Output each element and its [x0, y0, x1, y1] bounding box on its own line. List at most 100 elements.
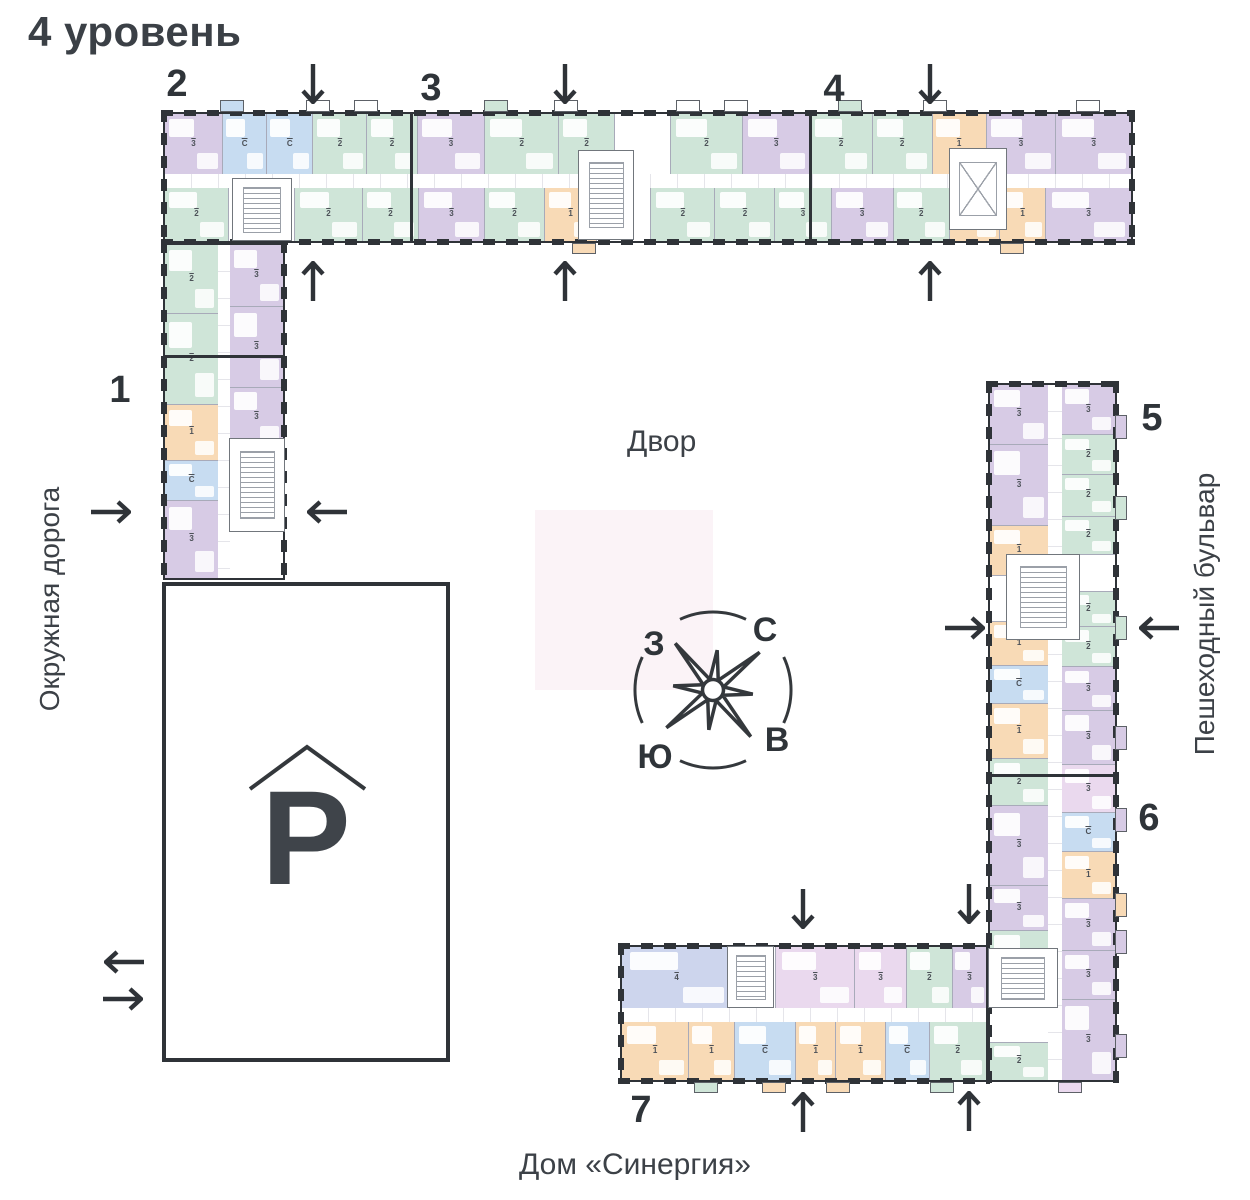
- apartment-unit[interactable]: 2: [670, 114, 742, 175]
- unit-rooms-label: 3: [878, 972, 883, 982]
- apartment-unit[interactable]: 3: [1061, 666, 1115, 710]
- apartment-unit[interactable]: [614, 114, 671, 175]
- apartment-unit[interactable]: 2: [809, 114, 872, 175]
- entrance-arrow-down-icon: [790, 887, 816, 931]
- apartment-unit[interactable]: С: [884, 1021, 929, 1080]
- apartment-unit[interactable]: 3: [1061, 998, 1115, 1081]
- apartment-unit[interactable]: С: [733, 1021, 796, 1080]
- unit-rooms-label: 4: [674, 972, 679, 982]
- apartment-unit[interactable]: 3: [854, 947, 906, 1009]
- apartment-unit[interactable]: 3: [165, 499, 219, 578]
- apartment-unit[interactable]: 2: [361, 187, 419, 241]
- apartment-unit[interactable]: 3: [775, 947, 855, 1009]
- apartment-unit[interactable]: 3: [1055, 114, 1132, 175]
- apartment-unit[interactable]: 3: [990, 385, 1049, 444]
- apartment-unit[interactable]: 3: [229, 245, 284, 306]
- balcony: [1115, 893, 1127, 917]
- unit-rooms-label: 2: [389, 139, 395, 149]
- balcony: [220, 100, 244, 112]
- apartment-unit[interactable]: С: [1061, 812, 1115, 851]
- apartment-unit[interactable]: 3: [1061, 709, 1115, 764]
- apartment-unit[interactable]: 3: [990, 805, 1049, 885]
- street-label-left: Окружная дорога: [34, 486, 65, 712]
- apartment-unit[interactable]: 1: [622, 1021, 689, 1080]
- parking-letter: P: [261, 764, 351, 913]
- apartment-unit[interactable]: 3: [990, 884, 1049, 931]
- apartment-unit[interactable]: 2: [905, 947, 952, 1009]
- unit-rooms-label: 2: [927, 972, 932, 982]
- unit-rooms-label: 1: [956, 139, 962, 149]
- unit-rooms-label: С: [1016, 679, 1022, 689]
- apartment-unit[interactable]: 2: [871, 114, 932, 175]
- apartment-unit[interactable]: 2: [714, 187, 775, 241]
- apartment-unit[interactable]: 3: [830, 187, 893, 241]
- apartment-unit[interactable]: С: [221, 114, 267, 175]
- apartment-unit[interactable]: 1: [688, 1021, 734, 1080]
- apartment-unit[interactable]: 1: [1061, 850, 1115, 899]
- unit-rooms-label: 3: [967, 972, 972, 982]
- entrance-arrow-down-icon: [300, 62, 326, 106]
- apartment-unit[interactable]: 3: [990, 443, 1049, 525]
- apartment-unit[interactable]: 3: [951, 947, 987, 1009]
- apartment-unit[interactable]: С: [266, 114, 313, 175]
- unit-rooms-label: 3: [449, 209, 454, 219]
- apartment-unit[interactable]: 3: [774, 187, 831, 241]
- apartment-unit[interactable]: 2: [366, 114, 417, 175]
- apartment-row: 1 1 С 1 1 С 2: [622, 1021, 986, 1080]
- apartment-unit[interactable]: 3: [1061, 763, 1115, 813]
- section-number-2: 2: [166, 63, 188, 105]
- unit-rooms-label: 3: [1086, 783, 1091, 793]
- apartment-unit[interactable]: 2: [650, 187, 715, 241]
- apartment-unit[interactable]: 1: [165, 404, 219, 460]
- apartment-unit[interactable]: 1: [795, 1021, 836, 1080]
- unit-rooms-label: 3: [448, 139, 454, 149]
- apartment-unit[interactable]: 3: [1045, 187, 1131, 241]
- unit-rooms-label: 2: [388, 209, 393, 219]
- apartment-unit[interactable]: 3: [416, 114, 485, 175]
- apartment-unit[interactable]: 2: [165, 313, 219, 405]
- apartment-unit[interactable]: 4: [622, 947, 732, 1009]
- unit-rooms-label: 2: [1016, 777, 1022, 787]
- apartment-unit[interactable]: 2: [1061, 473, 1115, 516]
- apartment-unit[interactable]: 3: [229, 305, 284, 387]
- unit-rooms-label: 3: [254, 411, 259, 421]
- elevator-core: [949, 148, 1007, 230]
- apartment-unit[interactable]: 2: [165, 187, 228, 241]
- apartment-unit[interactable]: 2: [928, 1021, 986, 1080]
- unit-rooms-label: 3: [1016, 479, 1022, 489]
- apartment-unit[interactable]: 2: [484, 187, 545, 241]
- apartment-unit[interactable]: 3: [741, 114, 810, 175]
- apartment-unit[interactable]: 1: [990, 702, 1049, 759]
- apartment-unit[interactable]: 3: [1061, 898, 1115, 951]
- entrance-arrow-right-icon: [943, 615, 987, 641]
- apartment-unit[interactable]: 2: [293, 187, 362, 241]
- unit-rooms-label: 3: [1016, 840, 1022, 850]
- unit-rooms-label: 2: [742, 209, 748, 219]
- apartment-unit[interactable]: 2: [892, 187, 949, 241]
- apartment-unit[interactable]: 2: [1061, 515, 1115, 555]
- apartment-unit[interactable]: 3: [229, 386, 284, 447]
- unit-rooms-label: С: [241, 139, 248, 149]
- apartment-unit[interactable]: 2: [1061, 434, 1115, 474]
- unit-rooms-label: 3: [1086, 404, 1091, 414]
- balcony: [1115, 1034, 1127, 1058]
- unit-rooms-label: 2: [337, 139, 343, 149]
- apartment-unit[interactable]: 3: [165, 114, 222, 175]
- apartment-unit[interactable]: С: [990, 664, 1049, 703]
- apartment-unit[interactable]: 3: [1061, 950, 1115, 999]
- apartment-row: 4 3 3 2 3: [622, 947, 987, 1009]
- apartment-unit[interactable]: С: [165, 459, 219, 500]
- apartment-unit[interactable]: 3: [1061, 385, 1115, 435]
- unit-rooms-label: 2: [512, 209, 517, 219]
- apartment-unit[interactable]: 2: [990, 758, 1049, 806]
- apartment-unit[interactable]: 2: [484, 114, 559, 175]
- apartment-unit[interactable]: 2: [165, 245, 219, 314]
- unit-rooms-label: 3: [189, 534, 194, 544]
- apartment-unit[interactable]: 1: [835, 1021, 885, 1080]
- apartment-unit[interactable]: 2: [312, 114, 367, 175]
- section-number-5: 5: [1141, 397, 1163, 439]
- apartment-unit[interactable]: 3: [418, 187, 484, 241]
- unit-rooms-label: 3: [254, 341, 259, 351]
- unit-rooms-label: 2: [1086, 641, 1091, 651]
- apartment-unit[interactable]: 2: [990, 1041, 1049, 1081]
